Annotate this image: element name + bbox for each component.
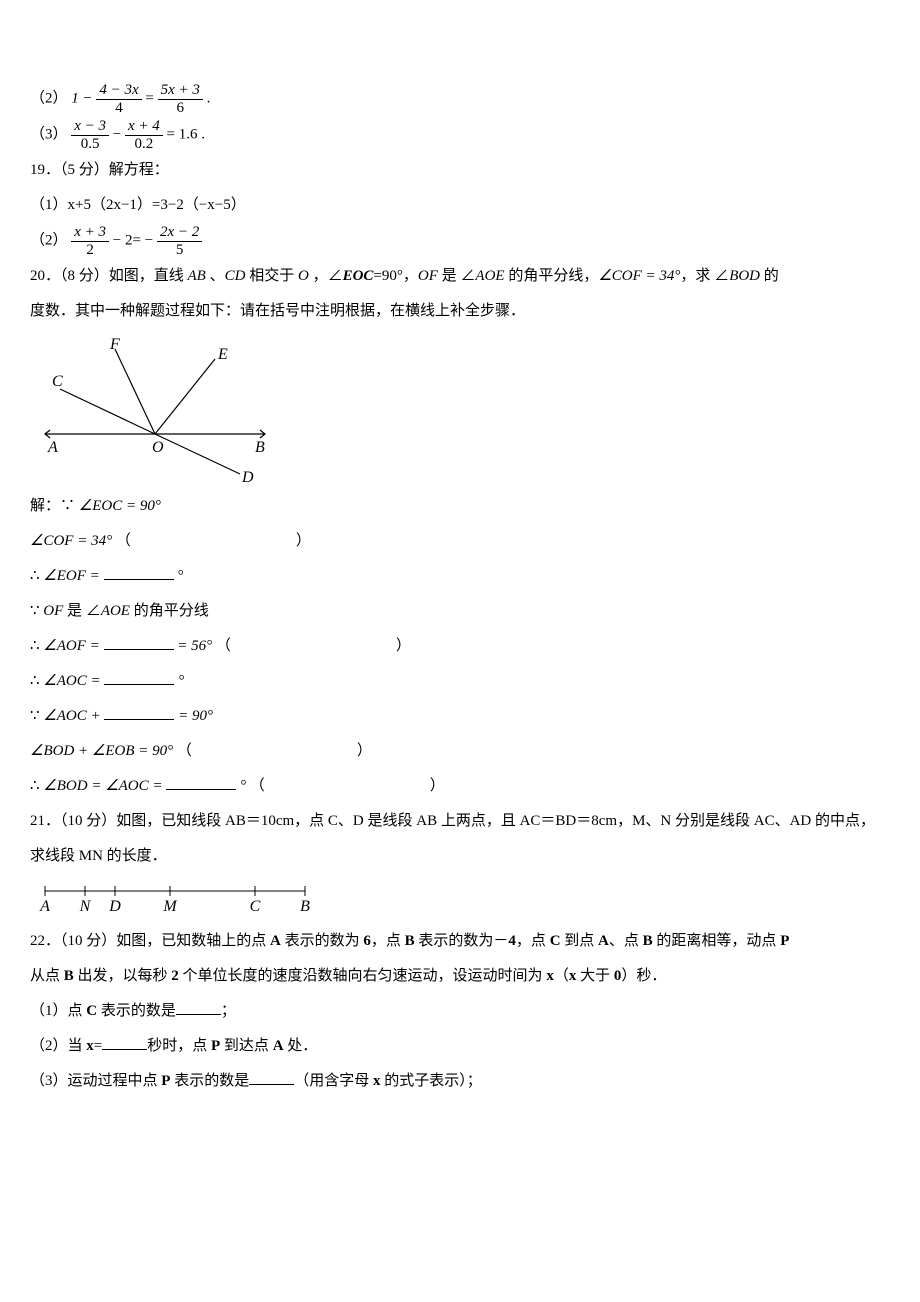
blank-eof bbox=[104, 564, 174, 580]
fig20-label-E: E bbox=[217, 346, 228, 363]
q20-s6: ∠AOC = ° bbox=[30, 665, 890, 698]
q20-s2: ∠COF = 34° （ ） bbox=[30, 525, 890, 558]
q18-3-eq: = 1.6 bbox=[167, 126, 198, 142]
q22-line2: 从点 B 出发，以每秒 2 个单位长度的速度沿数轴向右匀速运动，设运动时间为 x… bbox=[30, 960, 890, 993]
q18-3-frac1: x − 3 0.5 bbox=[71, 118, 109, 152]
q21-line2: 求线段 MN 的长度． bbox=[30, 840, 890, 873]
q20-s7: ∠AOC + = 90° bbox=[30, 700, 890, 733]
q22-p3: （3）运动过程中点 P 表示的数是（用含字母 x 的式子表示）； bbox=[30, 1065, 890, 1098]
q20-s4: OF 是 ∠AOE 的角平分线 bbox=[30, 595, 890, 628]
q19-part1: （1）x+5（2x−1）=3−2（−x−5） bbox=[30, 189, 890, 222]
blank-q22-3 bbox=[249, 1069, 294, 1085]
q18-3-minus: − bbox=[113, 126, 121, 142]
fig21-N: N bbox=[79, 898, 92, 915]
q20-s3: ∠EOF = ° bbox=[30, 560, 890, 593]
q19-2-label: （2） bbox=[30, 232, 68, 248]
q18-2: （2） 1 − 4 − 3x 4 = 5x + 3 6 . bbox=[30, 82, 890, 116]
q18-2-frac2: 5x + 3 6 bbox=[158, 82, 203, 116]
q20-s8: ∠BOD + ∠EOB = 90° （ ） bbox=[30, 735, 890, 768]
q19-2-mid: − 2= − bbox=[113, 232, 153, 248]
q18-3-tail: . bbox=[201, 126, 205, 142]
q19-2-frac1: x + 3 2 bbox=[71, 224, 109, 258]
blank-q22-2 bbox=[102, 1034, 147, 1050]
q20-sol-start: 解：∠EOC = 90° bbox=[30, 490, 890, 523]
q18-2-label: （2） bbox=[30, 90, 68, 106]
q21-line1: 21．（10 分）如图，已知线段 AB＝10cm，点 C、D 是线段 AB 上两… bbox=[30, 805, 890, 838]
fig21-C: C bbox=[250, 898, 261, 915]
q18-2-pre: 1 − bbox=[71, 90, 92, 106]
q20-header-line1: 20．（8 分）如图，直线 AB 、CD 相交于 O ，∠EOC=90°，OF … bbox=[30, 260, 890, 293]
fig20-label-B: B bbox=[255, 439, 265, 456]
blank-aof bbox=[104, 634, 174, 650]
blank-aoc-plus bbox=[104, 704, 174, 720]
q18-3-label: （3） bbox=[30, 126, 68, 142]
q21-figure: A N D M C B bbox=[30, 879, 320, 919]
q18-2-tail: . bbox=[207, 90, 211, 106]
q22-p2: （2）当 x=秒时，点 P 到达点 A 处． bbox=[30, 1030, 890, 1063]
fig20-label-D: D bbox=[241, 469, 254, 484]
fig21-A: A bbox=[39, 898, 50, 915]
q22-p1: （1）点 C 表示的数是； bbox=[30, 995, 890, 1028]
blank-q22-1 bbox=[176, 999, 221, 1015]
fig20-label-A: A bbox=[47, 439, 58, 456]
q19-part2: （2） x + 3 2 − 2= − 2x − 2 5 bbox=[30, 224, 890, 258]
q20-s5: ∠AOF = = 56° （ ） bbox=[30, 630, 890, 663]
q20-figure: F E C A O B D bbox=[30, 334, 280, 484]
q18-2-frac1: 4 − 3x 4 bbox=[96, 82, 141, 116]
q18-2-eq: = bbox=[145, 90, 153, 106]
q18-3: （3） x − 3 0.5 − x + 4 0.2 = 1.6 . bbox=[30, 118, 890, 152]
q19-2-frac2: 2x − 2 5 bbox=[157, 224, 202, 258]
q20-s9: ∠BOD = ∠AOC = ° （ ） bbox=[30, 770, 890, 803]
q19-header: 19．（5 分）解方程： bbox=[30, 154, 890, 187]
fig21-M: M bbox=[162, 898, 178, 915]
fig21-D: D bbox=[108, 898, 121, 915]
blank-aoc bbox=[104, 669, 174, 685]
q18-3-frac2: x + 4 0.2 bbox=[125, 118, 163, 152]
fig20-label-O: O bbox=[152, 439, 164, 456]
blank-bod bbox=[166, 774, 236, 790]
fig21-B: B bbox=[300, 898, 310, 915]
q22-line1: 22．（10 分）如图，已知数轴上的点 A 表示的数为 6，点 B 表示的数为－… bbox=[30, 925, 890, 958]
q20-header-line2: 度数．其中一种解题过程如下：请在括号中注明根据，在横线上补全步骤． bbox=[30, 295, 890, 328]
fig20-label-C: C bbox=[52, 373, 63, 390]
fig20-label-F: F bbox=[109, 336, 120, 353]
